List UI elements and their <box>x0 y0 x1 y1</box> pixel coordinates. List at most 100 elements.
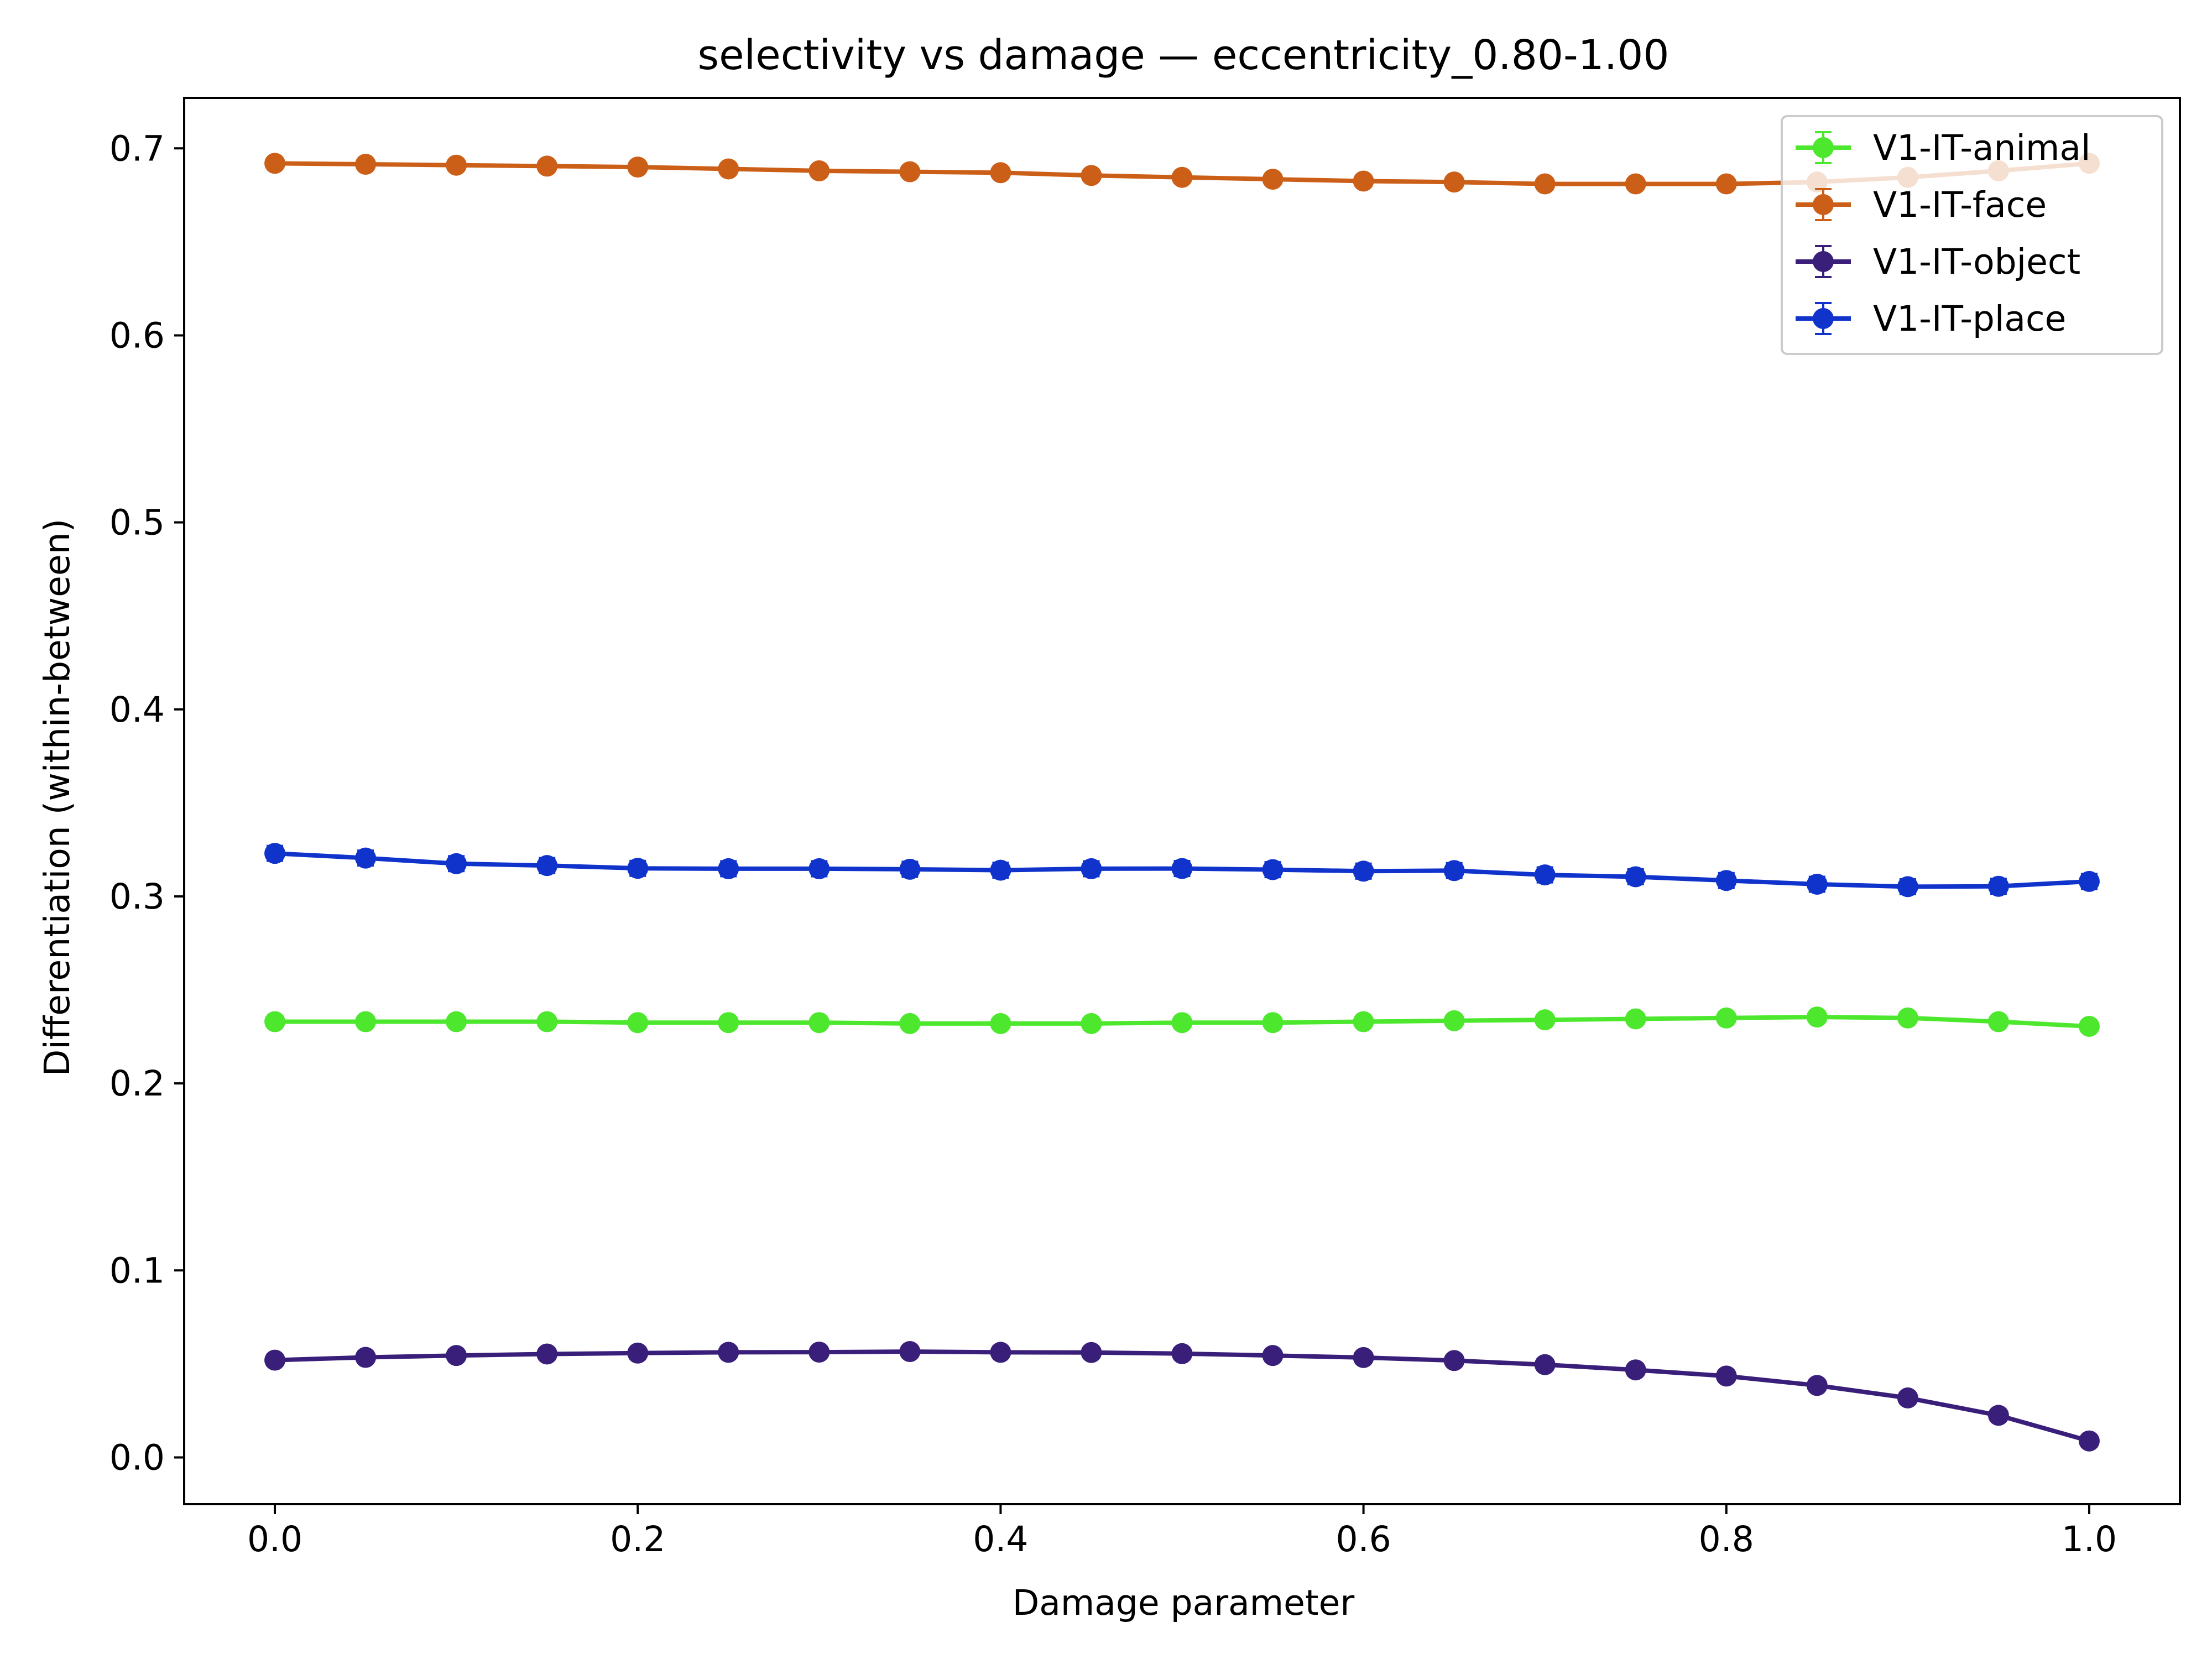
data-point <box>899 1013 921 1034</box>
x-tick-label: 0.0 <box>247 1519 302 1559</box>
data-point <box>1081 165 1102 186</box>
data-point <box>808 858 830 879</box>
y-tick-label: 0.2 <box>109 1063 165 1104</box>
data-point <box>808 160 830 181</box>
data-point <box>718 158 739 180</box>
data-point <box>1443 860 1465 881</box>
data-point <box>990 1013 1011 1034</box>
x-axis-label: Damage parameter <box>1013 1583 1355 1623</box>
data-point <box>627 1012 649 1034</box>
series-V1-IT-place <box>264 843 2100 898</box>
legend-marker <box>1813 137 1834 158</box>
x-tick-label: 0.4 <box>973 1519 1028 1559</box>
data-point <box>1534 864 1556 886</box>
data-point <box>1806 1375 1828 1396</box>
x-tick-label: 0.2 <box>610 1519 665 1559</box>
data-point <box>446 853 467 874</box>
data-point <box>1353 1011 1374 1032</box>
data-point <box>1443 1010 1465 1031</box>
data-point <box>899 858 921 880</box>
data-point <box>627 858 649 879</box>
data-point <box>1987 1405 2009 1426</box>
y-tick-label: 0.0 <box>109 1437 165 1478</box>
data-point <box>1081 1342 1102 1363</box>
legend-label: V1-IT-face <box>1873 185 2047 225</box>
data-point <box>808 1342 830 1363</box>
data-point <box>355 847 377 869</box>
data-point <box>1081 858 1102 879</box>
axes-layer: 0.0 0.2 0.4 0.6 0.8 1.0 0.0 0.1 0.2 0.3 0.4 0.5 0.6 0… <box>109 97 2181 1559</box>
data-point <box>1353 1347 1374 1368</box>
data-point <box>1534 1009 1556 1031</box>
data-point <box>1443 1350 1465 1371</box>
data-point <box>536 1011 558 1032</box>
legend-marker <box>1813 194 1834 215</box>
data-point <box>899 161 921 182</box>
data-point <box>1715 1365 1737 1387</box>
data-point <box>264 1011 286 1032</box>
legend-marker <box>1813 308 1834 329</box>
data-point <box>2078 1015 2100 1037</box>
y-tick-label: 0.1 <box>109 1250 165 1291</box>
series-V1-IT-animal <box>264 1006 2100 1037</box>
x-tick-label: 0.6 <box>1335 1519 1391 1559</box>
legend: V1-IT-animal V1-IT-face V1-IT-object V1-IT-… <box>1781 115 2163 355</box>
data-point <box>1171 166 1193 188</box>
data-point <box>355 1011 377 1032</box>
data-point <box>1625 1359 1646 1381</box>
data-point <box>536 855 558 877</box>
data-point <box>627 156 649 178</box>
data-point <box>1987 1011 2009 1032</box>
legend-marker <box>1813 251 1834 272</box>
x-tick-label: 1.0 <box>2062 1519 2117 1559</box>
data-point <box>264 1349 286 1371</box>
data-point <box>627 1342 649 1364</box>
axes-frame <box>183 97 2181 1505</box>
data-point <box>1171 1343 1193 1364</box>
data-point <box>536 1343 558 1365</box>
data-point <box>990 1342 1011 1363</box>
legend-label: V1-IT-object <box>1873 242 2080 282</box>
data-point <box>1534 173 1556 195</box>
data-point <box>1625 866 1646 888</box>
legend-box <box>1781 115 2163 355</box>
data-point <box>1353 170 1374 192</box>
x-tick-label: 0.8 <box>1699 1519 1754 1559</box>
data-point <box>2078 870 2100 892</box>
data-point <box>1353 860 1374 882</box>
data-point <box>718 1342 739 1363</box>
data-point <box>1262 1012 1284 1034</box>
data-point <box>990 162 1011 184</box>
legend-item-V1-IT-face: V1-IT-face <box>1796 185 2047 225</box>
data-point <box>1534 1354 1556 1375</box>
y-tick-label: 0.5 <box>109 503 165 543</box>
data-point <box>1262 859 1284 880</box>
data-point <box>718 858 739 879</box>
data-point <box>1897 1007 1918 1029</box>
data-point <box>808 1012 830 1034</box>
chart-title: selectivity vs damage — eccentricity_0.8… <box>698 32 1670 79</box>
data-point <box>1081 1013 1102 1034</box>
legend-item-V1-IT-place: V1-IT-place <box>1796 299 2066 339</box>
data-point <box>1715 1007 1737 1029</box>
y-tick-label: 0.4 <box>109 690 165 730</box>
data-point <box>446 154 467 176</box>
series-V1-IT-object <box>264 1341 2100 1452</box>
data-point <box>1715 173 1737 195</box>
data-point <box>264 153 286 174</box>
data-point <box>1897 1387 1918 1408</box>
legend-item-V1-IT-object: V1-IT-object <box>1796 242 2080 282</box>
data-point <box>1262 1345 1284 1366</box>
data-point <box>1443 171 1465 193</box>
data-point <box>1897 876 1918 898</box>
data-point <box>1806 873 1828 895</box>
data-point <box>1625 173 1646 195</box>
data-point <box>446 1345 467 1366</box>
data-point <box>355 154 377 175</box>
y-axis-label: Differentiation (within-between) <box>37 519 77 1076</box>
y-tick-label: 0.7 <box>109 128 165 169</box>
data-point <box>264 843 286 864</box>
legend-label: V1-IT-place <box>1873 299 2066 339</box>
data-point <box>1262 169 1284 190</box>
